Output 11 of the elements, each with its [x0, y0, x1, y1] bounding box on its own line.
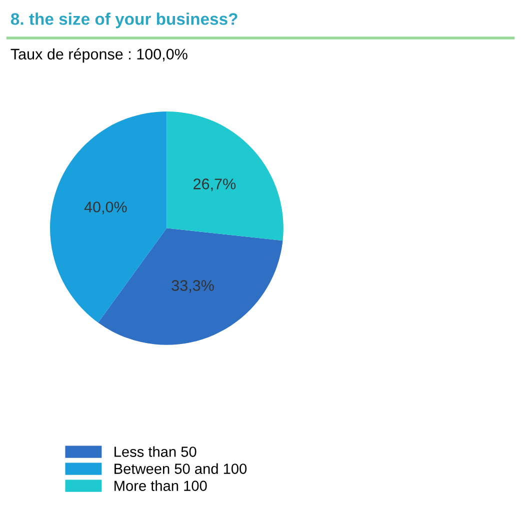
pie-slice	[50, 111, 167, 323]
data-label: 26,7%	[194, 178, 236, 192]
data-label: 33,3%	[172, 280, 214, 293]
chart-title: 8. the size of your business?	[10, 12, 238, 28]
pie-slice	[98, 228, 283, 345]
pie-slice	[166, 111, 284, 241]
data-label: 40,0%	[84, 202, 127, 214]
legend-label: Less than 50	[114, 446, 196, 457]
chart-subtitle: Taux de réponse : 100,0%	[10, 48, 188, 63]
legend-label: Between 50 and 100	[114, 463, 247, 474]
legend-label: More than 100	[114, 480, 207, 491]
